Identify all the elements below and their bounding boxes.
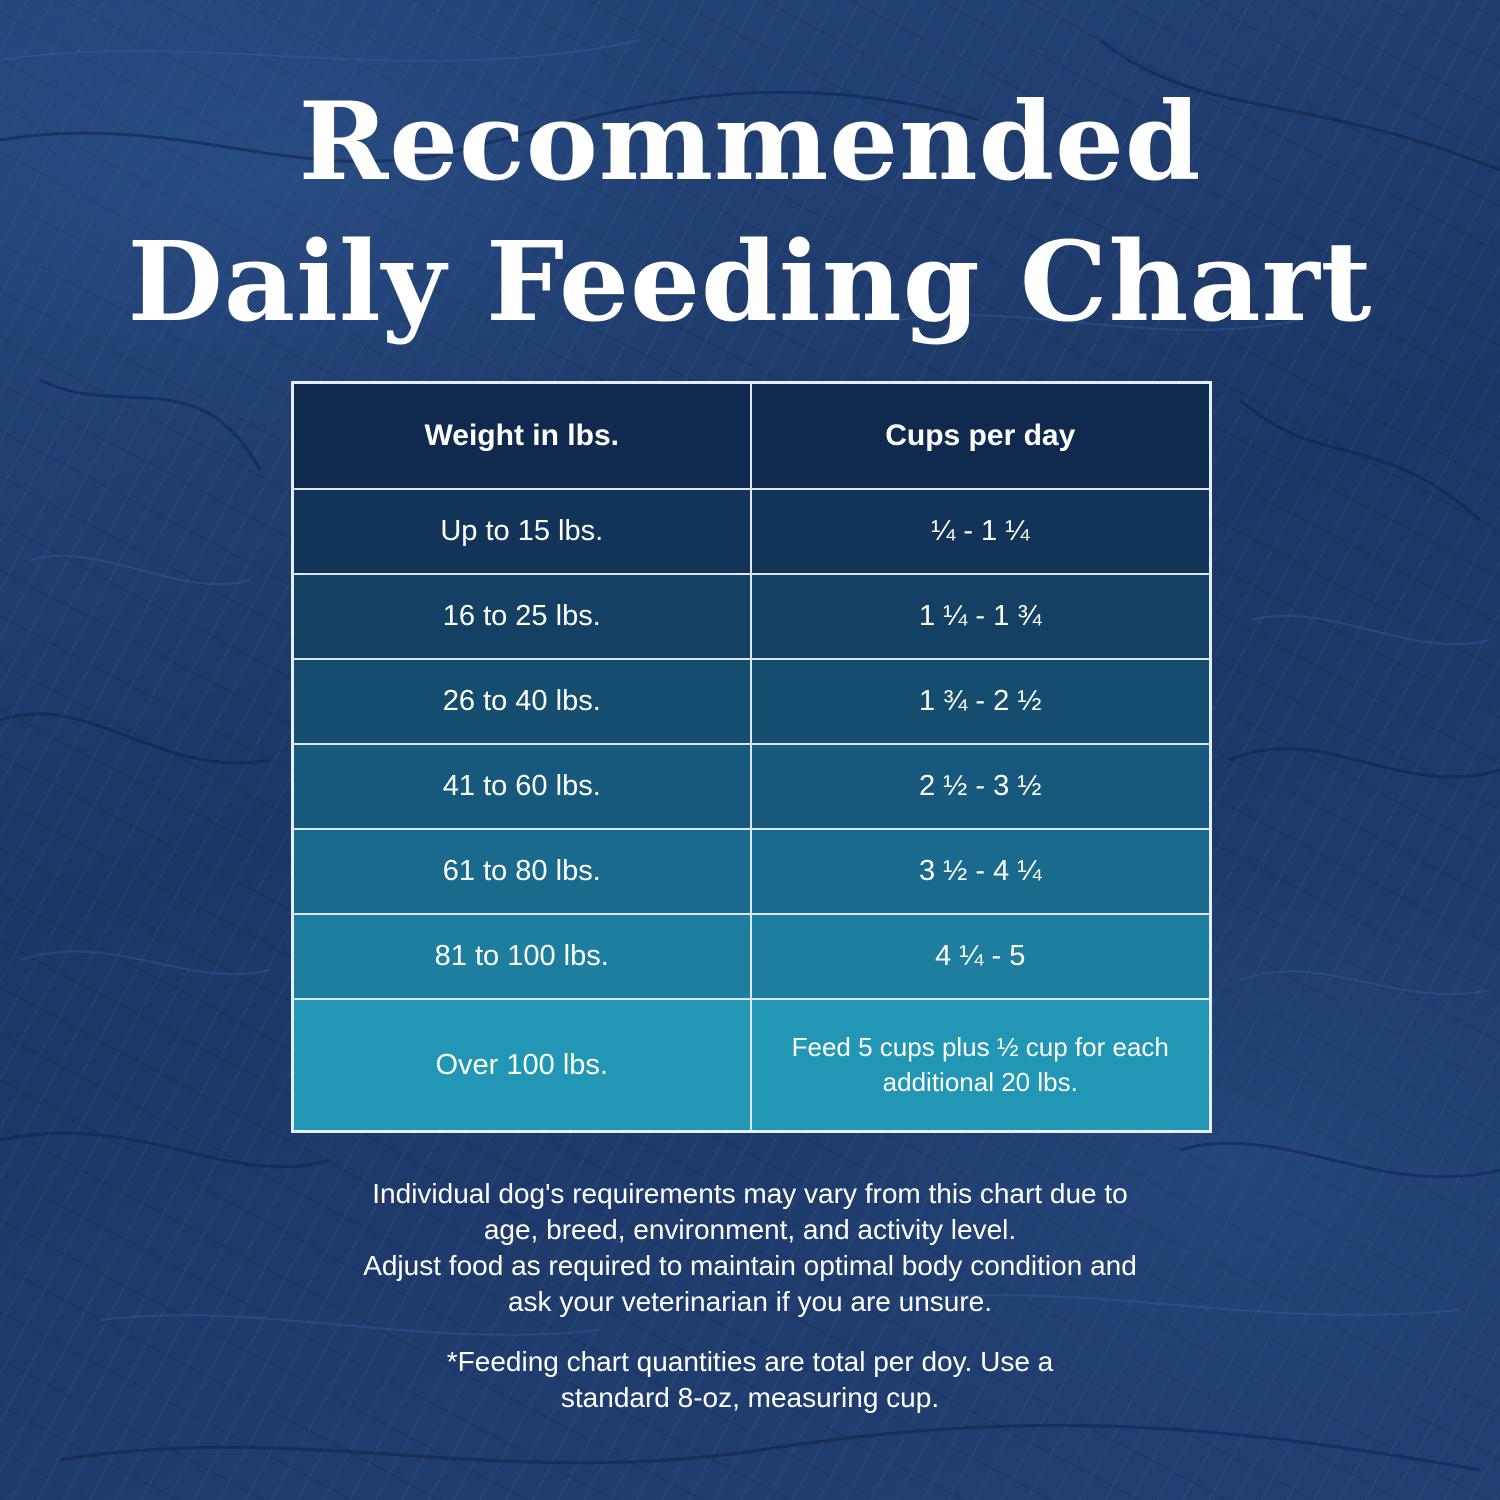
weight-cell: Over 100 lbs. <box>291 998 752 1133</box>
weight-cell: 41 to 60 lbs. <box>291 743 752 830</box>
column-header-cups: Cups per day <box>749 381 1212 490</box>
table-header-row: Weight in lbs. Cups per day <box>291 381 1212 490</box>
table-row: Up to 15 lbs. ¼ - 1 ¼ <box>291 488 1212 575</box>
cups-cell-note: Feed 5 cups plus ½ cup for each addition… <box>749 998 1212 1133</box>
table-row: Over 100 lbs. Feed 5 cups plus ½ cup for… <box>291 998 1212 1133</box>
column-header-weight: Weight in lbs. <box>291 381 752 490</box>
page-title-line-1: Recommended <box>298 79 1202 205</box>
table-row: 26 to 40 lbs. 1 ¾ - 2 ½ <box>291 658 1212 745</box>
cups-cell: 1 ¼ - 1 ¾ <box>749 573 1212 660</box>
weight-cell: 16 to 25 lbs. <box>291 573 752 660</box>
weight-cell: 26 to 40 lbs. <box>291 658 752 745</box>
weight-cell: 61 to 80 lbs. <box>291 828 752 915</box>
requirements-note-line: Adjust food as required to maintain opti… <box>363 1250 1137 1281</box>
quantities-note-line: *Feeding chart quantities are total per … <box>446 1346 1054 1377</box>
feeding-chart-table: Weight in lbs. Cups per day Up to 15 lbs… <box>291 381 1212 1133</box>
table-row: 81 to 100 lbs. 4 ¼ - 5 <box>291 913 1212 1000</box>
page-title-line-2: Daily Feeding Chart <box>127 217 1373 346</box>
cups-cell: 4 ¼ - 5 <box>749 913 1212 1000</box>
requirements-note-line: ask your veterinarian if you are unsure. <box>507 1286 993 1317</box>
cups-cell: ¼ - 1 ¼ <box>749 488 1212 575</box>
table-row: 41 to 60 lbs. 2 ½ - 3 ½ <box>291 743 1212 830</box>
table-row: 16 to 25 lbs. 1 ¼ - 1 ¾ <box>291 573 1212 660</box>
cups-cell: 1 ¾ - 2 ½ <box>749 658 1212 745</box>
table-row: 61 to 80 lbs. 3 ½ - 4 ¼ <box>291 828 1212 915</box>
weight-cell: Up to 15 lbs. <box>291 488 752 575</box>
quantities-note: *Feeding chart quantities are total per … <box>0 1344 1500 1416</box>
weight-cell: 81 to 100 lbs. <box>291 913 752 1000</box>
requirements-note-line: Individual dog's requirements may vary f… <box>372 1178 1128 1209</box>
cups-cell: 3 ½ - 4 ¼ <box>749 828 1212 915</box>
requirements-note: Individual dog's requirements may vary f… <box>0 1176 1500 1320</box>
requirements-note-line: age, breed, environment, and activity le… <box>483 1214 1017 1245</box>
cups-cell: 2 ½ - 3 ½ <box>749 743 1212 830</box>
quantities-note-line: standard 8-oz, measuring cup. <box>560 1382 940 1413</box>
